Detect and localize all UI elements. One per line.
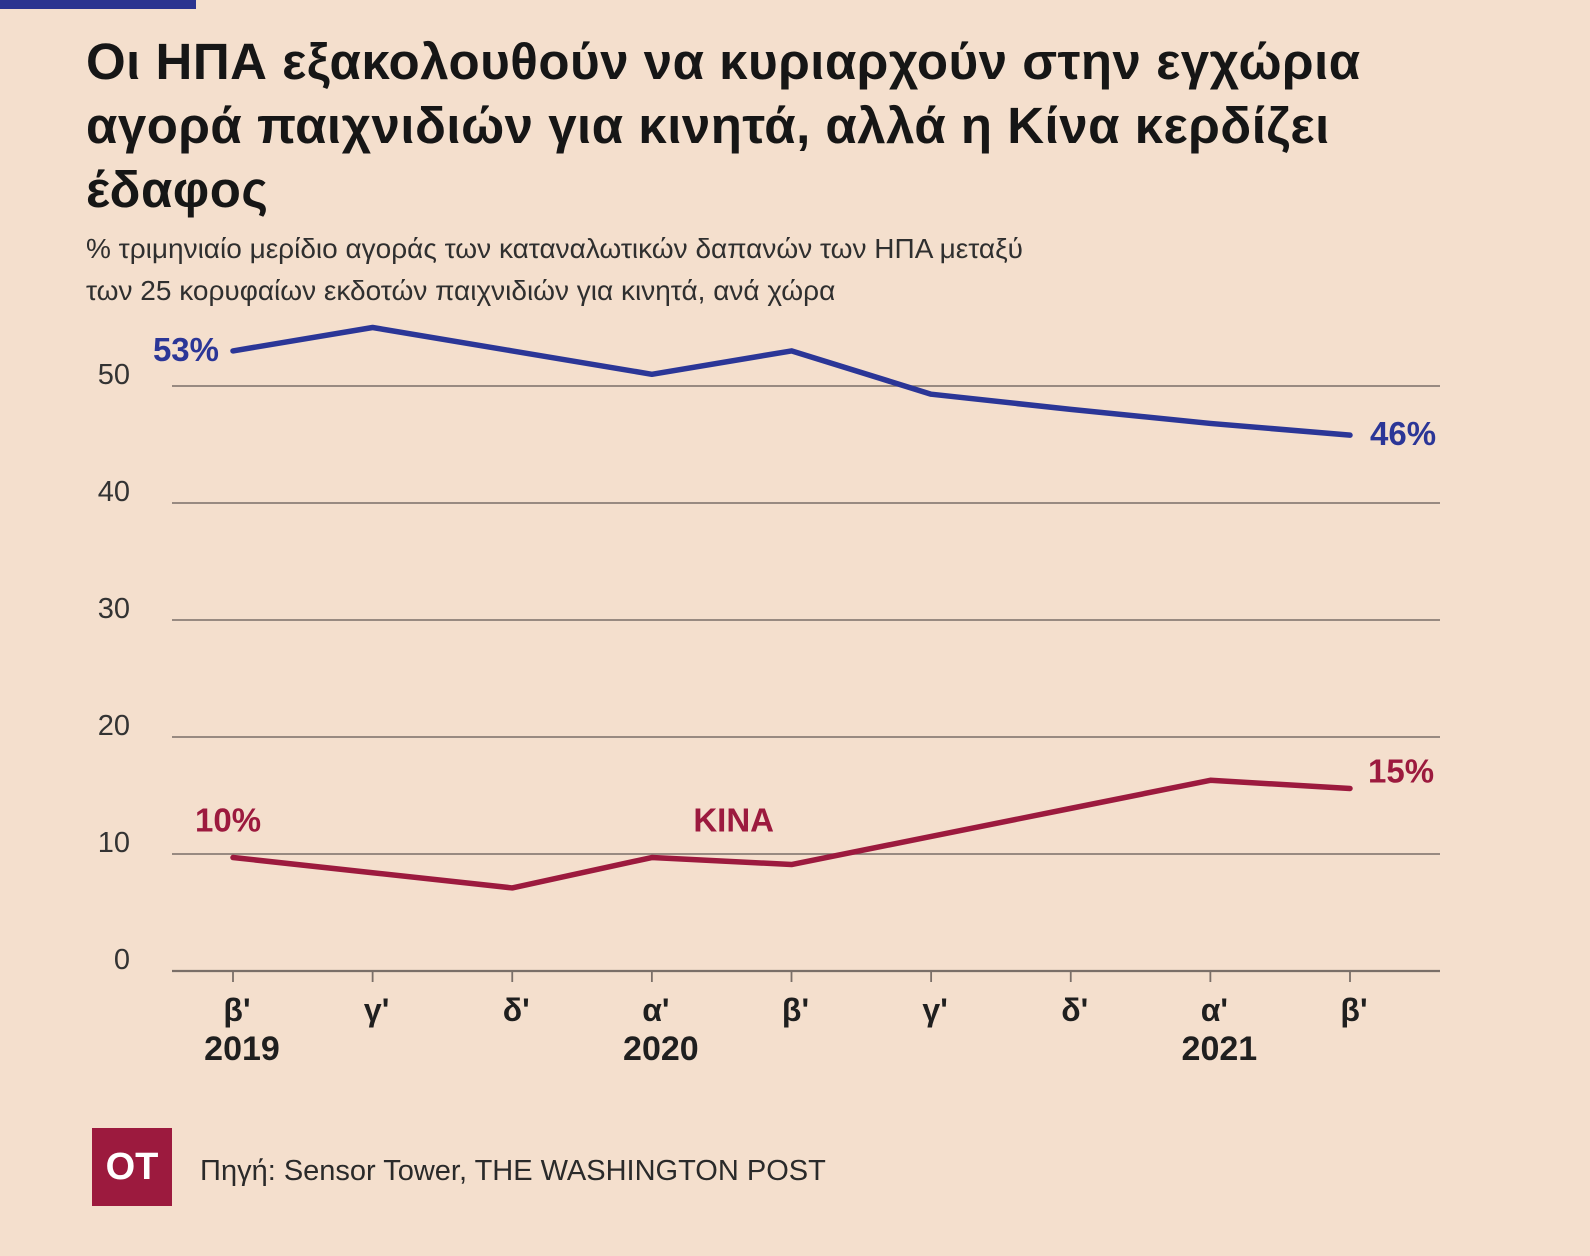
top-accent-rule (0, 0, 196, 9)
year-label-2021: 2021 (1182, 1030, 1258, 1068)
x-tick-label-3: α' (642, 992, 669, 1028)
y-tick-label-40: 40 (98, 476, 130, 508)
china-series-name: ΚΙΝΑ (693, 802, 774, 839)
y-tick-label-50: 50 (98, 359, 130, 391)
x-tick-label-4: β' (782, 992, 809, 1028)
y-tick-label-20: 20 (98, 710, 130, 742)
usa-start-label: 53% (153, 331, 219, 368)
x-tick-label-6: δ' (1061, 992, 1088, 1028)
x-tick-label-0: β' (223, 992, 250, 1028)
subtitle-line-2: των 25 κορυφαίων εκδοτών παιχνιδιών για … (86, 275, 836, 306)
x-tick-label-7: α' (1201, 992, 1228, 1028)
x-tick-label-5: γ' (922, 992, 947, 1028)
y-tick-label-10: 10 (98, 827, 130, 859)
x-tick-label-1: γ' (364, 992, 389, 1028)
chart-title: Οι ΗΠΑ εξακολουθούν να κυριαρχούν στην ε… (86, 33, 1361, 218)
publisher-logo: ΟΤ (92, 1128, 172, 1206)
series-line-china (230, 777, 1353, 891)
year-label-2019: 2019 (204, 1030, 280, 1068)
x-tick-label-2: δ' (503, 992, 530, 1028)
subtitle-line-1: % τριμηνιαίο μερίδιο αγοράς των καταναλω… (86, 233, 1023, 264)
china-end-label: 15% (1368, 752, 1434, 789)
year-label-2020: 2020 (623, 1030, 699, 1068)
source-note: Πηγή: Sensor Tower, THE WASHINGTON POST (200, 1155, 826, 1187)
y-tick-label-0: 0 (114, 944, 130, 976)
chart-subtitle: % τριμηνιαίο μερίδιο αγοράς των καταναλω… (86, 228, 1386, 312)
usa-end-label: 46% (1370, 415, 1436, 452)
y-tick-label-30: 30 (98, 593, 130, 625)
x-tick-label-8: β' (1340, 992, 1367, 1028)
series-line-usa (230, 324, 1353, 438)
china-start-label: 10% (195, 802, 261, 839)
